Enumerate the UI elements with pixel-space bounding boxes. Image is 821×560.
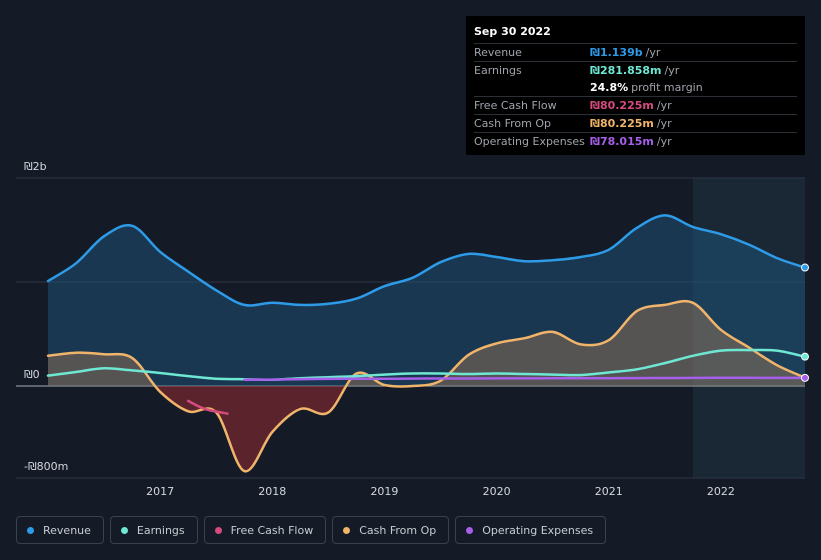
x-tick-label: 2021 xyxy=(595,485,623,498)
tooltip-unit: /yr xyxy=(656,99,672,112)
tooltip-value: ₪78.015m xyxy=(590,135,654,148)
legend-item-free-cash-flow[interactable]: Free Cash Flow xyxy=(203,516,327,544)
revenue-area xyxy=(48,215,805,386)
operating-expenses-dot-icon xyxy=(466,526,474,534)
legend-item-cash-from-op[interactable]: Cash From Op xyxy=(332,516,450,544)
cash-from-op-area-positive xyxy=(48,301,805,386)
tooltip-label: Earnings xyxy=(474,64,522,77)
x-tick-label: 2020 xyxy=(483,485,511,498)
tooltip-row-free-cash-flow: Free Cash Flow ₪80.225m /yr xyxy=(474,96,797,114)
legend-label: Operating Expenses xyxy=(482,523,594,537)
tooltip-value: 24.8% xyxy=(590,81,629,94)
tooltip-label: Operating Expenses xyxy=(474,135,585,148)
tooltip-value: ₪1.139b xyxy=(590,46,643,59)
revenue-dot-icon xyxy=(27,526,34,534)
tooltip-unit: /yr xyxy=(664,64,680,77)
cash-from-op-area-negative xyxy=(48,386,805,472)
cash-from-op-line xyxy=(46,299,807,473)
operating-expenses-line xyxy=(243,376,807,382)
tooltip-value: ₪281.858m xyxy=(590,64,662,77)
highlight-region xyxy=(692,178,805,478)
tooltip-label: Free Cash Flow xyxy=(474,99,557,112)
x-tick-label: 2018 xyxy=(258,485,286,498)
tooltip-row-earnings: Earnings ₪281.858m /yr xyxy=(474,61,797,79)
operating-expenses-end-point xyxy=(801,373,809,382)
cash-from-op-dot-icon xyxy=(343,526,351,534)
earnings-end-point xyxy=(801,352,809,361)
earnings-line xyxy=(46,348,807,382)
tooltip-unit: /yr xyxy=(656,117,672,130)
tooltip-unit: /yr xyxy=(656,135,672,148)
legend-label: Revenue xyxy=(43,523,91,537)
legend: Revenue Earnings Free Cash Flow Cash Fro… xyxy=(16,516,612,544)
revenue-line xyxy=(46,214,807,307)
earnings-dot-icon xyxy=(120,526,128,534)
tooltip-label: Revenue xyxy=(474,46,522,59)
tooltip-value: ₪80.225m xyxy=(590,99,654,112)
tooltip-label: Cash From Op xyxy=(474,117,552,130)
tooltip-unit: profit margin xyxy=(631,81,703,94)
x-tick-label: 2017 xyxy=(146,485,174,498)
free-cash-flow-dot-icon xyxy=(214,526,222,534)
legend-label: Free Cash Flow xyxy=(230,523,314,537)
x-tick-label: 2022 xyxy=(707,485,735,498)
legend-item-operating-expenses[interactable]: Operating Expenses xyxy=(455,516,607,544)
revenue-end-point xyxy=(801,263,809,272)
tooltip-row-operating-expenses: Operating Expenses ₪78.015m /yr xyxy=(474,132,797,150)
tooltip-row-revenue: Revenue ₪1.139b /yr xyxy=(474,43,797,61)
tooltip-row-profit-margin: 24.8% profit margin xyxy=(474,79,797,96)
y-tick-label: ₪0 xyxy=(24,368,40,381)
tooltip-panel: Sep 30 2022 Revenue ₪1.139b /yr Earnings… xyxy=(466,16,805,155)
tooltip-unit: /yr xyxy=(645,46,661,59)
tooltip-row-cash-from-op: Cash From Op ₪80.225m /yr xyxy=(474,114,797,132)
x-tick-label: 2019 xyxy=(370,485,398,498)
tooltip-date: Sep 30 2022 xyxy=(474,25,551,38)
legend-label: Cash From Op xyxy=(359,523,437,537)
tooltip-value: ₪80.225m xyxy=(590,117,654,130)
legend-item-earnings[interactable]: Earnings xyxy=(109,516,198,544)
legend-label: Earnings xyxy=(136,523,185,537)
y-tick-label: -₪800m xyxy=(24,460,68,473)
free-cash-flow-line xyxy=(186,399,229,415)
legend-item-revenue[interactable]: Revenue xyxy=(16,516,104,544)
y-tick-label: ₪2b xyxy=(24,160,47,173)
